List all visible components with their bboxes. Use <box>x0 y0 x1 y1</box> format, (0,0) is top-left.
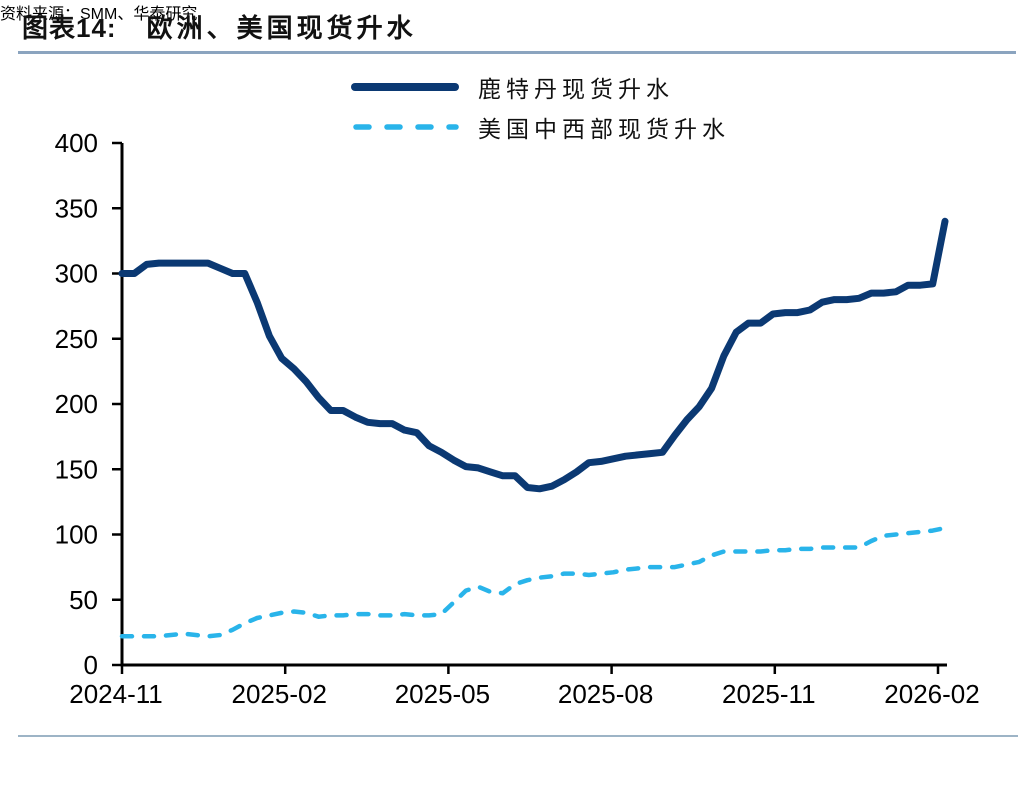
chart-legend: 鹿特丹现货升水 美国中西部现货升水 <box>350 72 730 142</box>
x-tick-label: 2025-02 <box>231 679 326 709</box>
y-tick-label: 250 <box>55 324 98 354</box>
y-tick-label: 0 <box>84 650 98 680</box>
legend-line-solid-icon <box>351 82 459 91</box>
x-tick-label: 2025-05 <box>395 679 490 709</box>
x-tick-label: 2024-11 <box>69 679 163 709</box>
y-tick-label: 300 <box>55 259 98 289</box>
x-tick-label: 2025-11 <box>722 679 816 709</box>
y-tick-label: 100 <box>55 520 98 550</box>
source-note: 资料来源：SMM、华泰研究 <box>0 6 198 23</box>
series-line-0 <box>118 217 949 493</box>
legend-label: 鹿特丹现货升水 <box>478 75 674 102</box>
y-tick-label: 400 <box>55 128 98 158</box>
series-line-1 <box>119 525 948 639</box>
line-chart: 0 50 100 150 200 250 300 350 400 2024-11 2025-02 20… <box>55 128 980 709</box>
figure-title: 图表14: 欧洲、美国现货升水 <box>22 8 417 48</box>
footer-divider <box>18 735 1018 737</box>
y-tick-label: 50 <box>69 585 98 615</box>
figure-title-text: 欧洲、美国现货升水 <box>146 13 417 43</box>
x-tick-label: 2026-02 <box>884 679 979 709</box>
y-tick-label: 150 <box>55 454 98 484</box>
title-divider <box>18 51 1016 54</box>
x-tick-label: 2025-08 <box>558 679 653 709</box>
y-tick-label: 350 <box>55 193 98 223</box>
figure-label: 图表14: <box>22 13 117 43</box>
legend-label: 美国中西部现货升水 <box>478 115 730 142</box>
legend-item-rotterdam: 鹿特丹现货升水 <box>350 72 730 102</box>
y-tick-label: 200 <box>55 389 98 419</box>
legend-item-us-midwest: 美国中西部现货升水 <box>350 112 730 142</box>
